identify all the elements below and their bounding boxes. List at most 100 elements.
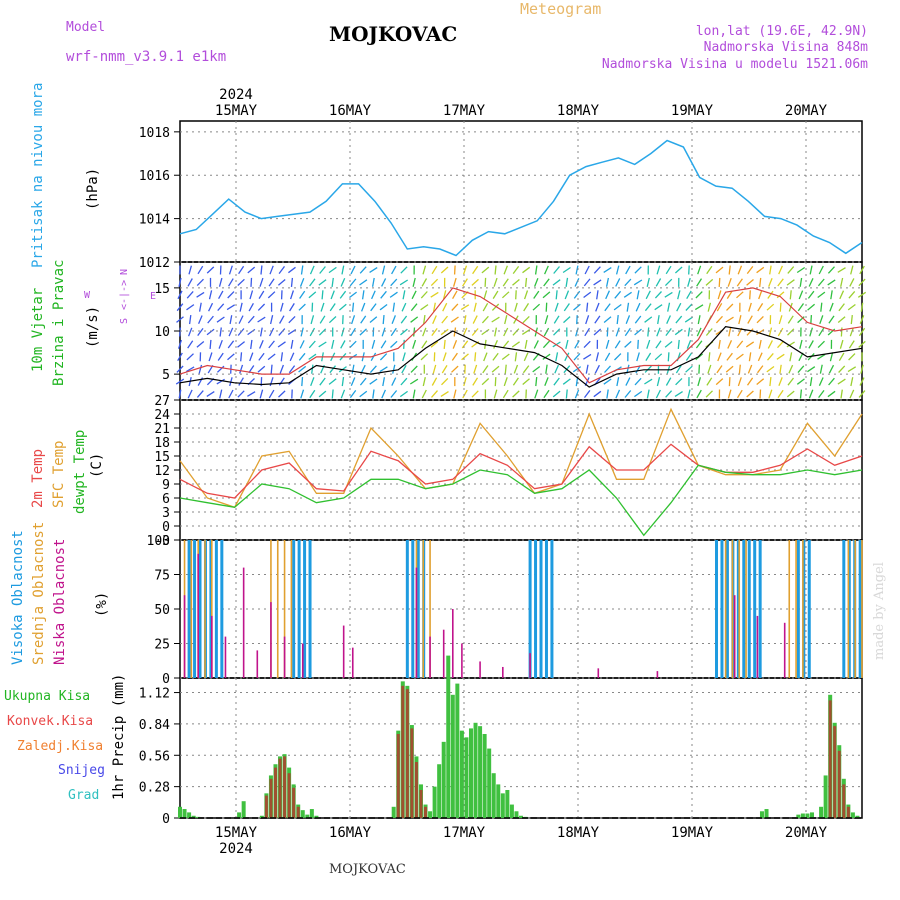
precip-total-bar [178, 806, 182, 818]
wind-arrow [694, 304, 704, 311]
wind-arrow [310, 377, 315, 387]
wind-arrow [706, 265, 713, 275]
precip-conv-bar [296, 806, 300, 818]
wind-arrow [584, 265, 590, 275]
footer-station: MOJKOVAC [329, 862, 406, 877]
wind-arrow [565, 389, 568, 399]
low-cloud-bar [529, 653, 531, 678]
high-cloud-bar [715, 540, 719, 678]
y-tick-label: 0 [162, 812, 170, 827]
wind-arrow [585, 315, 590, 325]
precip-conv-bar [273, 767, 277, 818]
high-cloud-bar [534, 540, 538, 678]
high-cloud-bar [544, 540, 548, 678]
wind-arrow [380, 340, 387, 349]
precip-total-bar [482, 734, 487, 818]
wind-arrow [655, 340, 662, 349]
wind-arrow [328, 266, 337, 274]
wind-arrow [756, 329, 765, 335]
wind-arrow [796, 266, 806, 274]
wind-arrow [696, 327, 702, 337]
wind-arrow [187, 389, 193, 399]
low-cloud-bar [597, 668, 600, 678]
wind-arrow [787, 377, 795, 386]
wind-arrow [461, 353, 469, 361]
wind-arrow [420, 291, 428, 299]
wind-arrow [799, 339, 803, 349]
wind-arrow [269, 265, 274, 275]
wind-arrow [807, 290, 815, 299]
wind-arrow [596, 290, 599, 300]
wind-arrow [473, 302, 477, 312]
wind-arrow [523, 303, 530, 312]
high-cloud-bar [198, 540, 202, 678]
wind-arrow [450, 316, 459, 323]
wind-arrow [605, 339, 610, 349]
wind-arrow [217, 352, 224, 361]
wind-arrow [705, 328, 713, 336]
wind-arrow [503, 265, 509, 275]
date-label-top: 15MAY [215, 103, 258, 119]
wind-arrow [227, 340, 235, 349]
wind-arrow [655, 389, 661, 399]
wind-arrow [778, 377, 783, 387]
y-tick-label: 9 [162, 478, 170, 493]
wind-arrow [431, 390, 438, 398]
lonlat-text: lon,lat (19.6E, 42.9N) [695, 24, 868, 39]
low-cloud-bar [342, 625, 345, 678]
wind-arrow [624, 340, 632, 348]
wind-arrow [614, 340, 621, 349]
wind-arrow [502, 278, 509, 287]
precip-total-bar [450, 694, 455, 818]
wind-arrow [552, 279, 561, 286]
wind-arrow [818, 390, 825, 398]
wind-arrow [270, 364, 273, 374]
wind-arrow [382, 377, 386, 387]
wind-arrow [706, 377, 713, 386]
wind-arrow [736, 340, 744, 349]
wind-arrow [318, 328, 327, 336]
wind-arrow [759, 277, 762, 287]
wind-arrow [746, 266, 754, 274]
precip-conv-bar [405, 689, 409, 818]
wind-arrow [695, 291, 703, 299]
wind-arrow [300, 327, 304, 337]
wind-arrow [432, 315, 437, 324]
wind-arrow [482, 302, 489, 312]
wind-arrow [624, 278, 632, 287]
wind-arrow [604, 365, 611, 373]
wind-arrow [613, 303, 622, 311]
wind-arrow [586, 302, 589, 312]
wind-arrow [718, 277, 721, 287]
wind-arrow [349, 390, 357, 398]
wind-arrow [430, 278, 439, 287]
wind-arrow [410, 303, 418, 312]
wind-arrow [269, 377, 274, 387]
wind-arrow [534, 389, 539, 399]
wind-arrow [746, 279, 754, 286]
wind-arrow [298, 303, 306, 311]
legend-total-precip: Ukupna Kisa [4, 689, 90, 704]
wind-arrow [512, 279, 520, 286]
wind-arrow [810, 315, 813, 325]
high-cloud-bar [807, 540, 811, 678]
wind-arrow [748, 352, 752, 362]
y-tick-label: 5 [162, 368, 170, 383]
elevation-text: Nadmorska Visina 848m [703, 40, 868, 55]
mid-cloud-bar [745, 540, 747, 678]
mid-cloud-bar [795, 540, 797, 678]
compass-n: N [119, 269, 130, 275]
wind-arrow [667, 302, 671, 312]
wind-arrow [331, 277, 334, 287]
wind-arrow [460, 304, 470, 311]
wind-arrow [359, 390, 368, 398]
wind-arrow [390, 340, 398, 348]
wind-arrow [818, 377, 824, 386]
wind-arrow [206, 391, 215, 397]
wind-arrow [777, 389, 784, 399]
wind-arrow [848, 340, 855, 349]
low-cloud-bar [301, 643, 304, 678]
wind-arrow [278, 390, 286, 398]
wind-arrow [369, 267, 378, 273]
wind-arrow [554, 302, 559, 312]
